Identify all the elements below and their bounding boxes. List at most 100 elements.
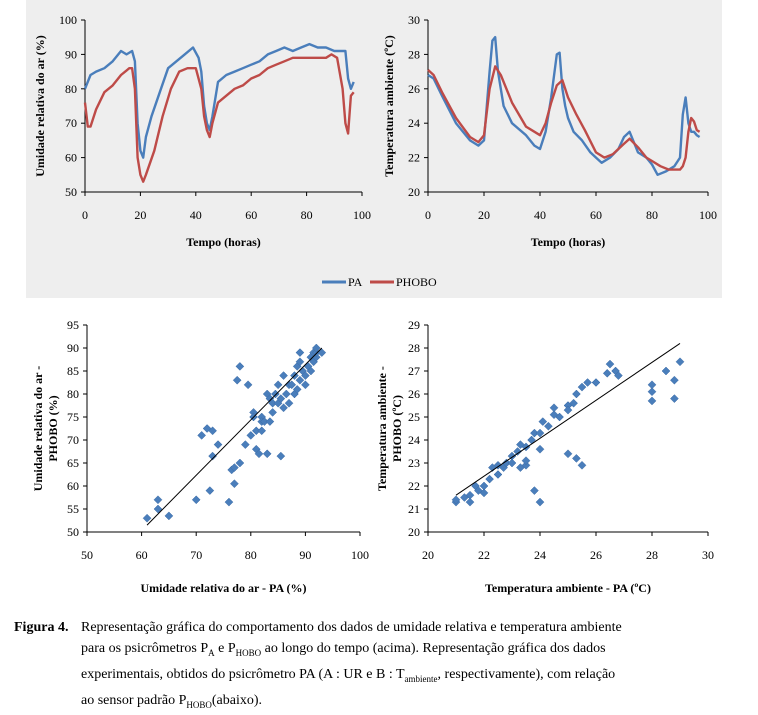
scatter-point (224, 497, 234, 507)
y-tick-label: 65 (67, 456, 79, 470)
y-tick-label: 20 (408, 525, 420, 539)
scatter-point (292, 385, 302, 394)
caption-line-2b: e P (214, 641, 236, 656)
scatter-point (605, 359, 615, 369)
y-tick-label: 70 (67, 433, 79, 447)
x-tick-label: 22 (478, 548, 490, 562)
x-tick-label: 40 (190, 208, 202, 222)
x-tick-label: 40 (534, 208, 546, 222)
scatter-point (538, 417, 548, 426)
x-tick-label: 28 (646, 548, 658, 562)
caption-sub-a: A (208, 647, 215, 658)
scatter-point (513, 447, 522, 456)
scatter-point (661, 366, 671, 376)
caption-body: Representação gráfica do comportamento d… (81, 617, 726, 715)
scatter-point (230, 479, 239, 489)
scatter-point (647, 396, 657, 406)
series-line-phobo (427, 65, 701, 171)
scatter-point (301, 380, 310, 390)
scatter-point (281, 389, 291, 399)
scatter-point (191, 495, 201, 505)
x-axis-label: Temperatura ambiente - PA (ºC) (485, 581, 651, 595)
scatter-point (232, 375, 242, 385)
scatter-point (465, 497, 475, 507)
y-tick-label: 22 (408, 479, 420, 493)
y-tick-label: 22 (408, 151, 420, 165)
y-tick-label: 24 (408, 433, 420, 447)
y-tick-label: 90 (65, 47, 77, 61)
y-tick-label: 90 (67, 341, 79, 355)
y-tick-label: 50 (65, 185, 77, 199)
scatter-point (235, 362, 245, 371)
scatter-point (205, 486, 215, 495)
scatter-point (213, 440, 223, 449)
y-axis-label-line-2: PHOBO (ºC) (390, 395, 404, 462)
caption-sub-hobo-2: HOBO (186, 699, 212, 710)
x-tick-label: 80 (245, 548, 257, 562)
scatter-point (521, 456, 531, 466)
scatter-point (583, 378, 592, 387)
series-line-phobo (83, 53, 355, 183)
scatter-point (549, 403, 559, 413)
y-axis-label-line-2: PHOBO (%) (46, 395, 60, 461)
scatter-point (647, 387, 657, 397)
series-line-pa (83, 42, 355, 159)
caption-sub-hobo: HOBO (235, 647, 262, 658)
x-axis-label: Umidade relativa do ar - PA (%) (141, 581, 307, 595)
y-tick-label: 60 (67, 479, 79, 493)
legend-pa-label: PA (348, 275, 363, 289)
x-tick-label: 70 (190, 548, 202, 562)
x-tick-label: 90 (299, 548, 311, 562)
y-tick-label: 20 (408, 185, 420, 199)
scatter-point (230, 463, 239, 472)
caption-line-3a: experimentais, obtidos do psicrômetro PA… (81, 666, 405, 682)
y-tick-label: 29 (408, 318, 420, 332)
y-axis-label: Umidade relativa do ar (%) (33, 35, 47, 177)
scatter-point (670, 394, 679, 403)
trend-line (146, 347, 323, 526)
y-tick-label: 70 (65, 116, 77, 130)
y-tick-label: 26 (408, 82, 420, 96)
scatter-point (254, 449, 264, 459)
y-tick-label: 80 (67, 387, 79, 401)
x-axis-label: Tempo (horas) (186, 235, 261, 249)
y-tick-label: 27 (408, 364, 420, 378)
x-tick-label: 60 (245, 208, 257, 222)
x-axis-label: Tempo (horas) (531, 235, 606, 249)
y-tick-label: 80 (65, 82, 77, 96)
x-tick-label: 50 (81, 548, 93, 562)
y-tick-label: 55 (67, 502, 79, 516)
y-tick-label: 23 (408, 456, 420, 470)
scatter-point (246, 431, 256, 440)
scatter-point (535, 428, 545, 438)
x-tick-label: 80 (646, 208, 658, 222)
scatter-point (295, 348, 305, 357)
scatter-point (647, 380, 657, 390)
scatter-point (153, 504, 163, 514)
rh-scatter-chart: 50 55 60 65 70 75 80 85 90 95 50 60 70 80 90 100 Umidade… (31, 318, 369, 595)
scatter-point (507, 458, 517, 468)
scatter-point (493, 470, 503, 479)
scatter-point (563, 405, 573, 415)
y-tick-label: 28 (408, 341, 420, 355)
scatter-point (235, 458, 245, 468)
scatter-point (555, 412, 564, 422)
scatter-point (301, 371, 310, 380)
scatter-point (287, 380, 297, 390)
y-axis-label: Temperatura ambiente (ºC) (382, 35, 396, 177)
scatter-point (208, 451, 217, 461)
x-tick-label: 100 (351, 548, 369, 562)
caption-line-4a: ao sensor padrão P (81, 692, 187, 708)
caption-line-3b: , respectivamente), com relação (437, 666, 616, 682)
scatter-point (577, 382, 587, 392)
scatter-point (273, 380, 283, 390)
scatter-point (295, 375, 305, 385)
y-tick-label: 25 (408, 410, 420, 424)
x-tick-label: 100 (699, 208, 717, 222)
scatter-point (262, 449, 272, 459)
caption-lead: Figura 4. (14, 620, 69, 635)
scatter-point (577, 460, 587, 470)
x-tick-label: 20 (478, 208, 490, 222)
y-tick-label: 30 (408, 13, 420, 27)
temp-time-chart: 20 22 24 26 28 30 0 20 40 60 80 100 Tempo (horas) Tem… (382, 13, 717, 249)
